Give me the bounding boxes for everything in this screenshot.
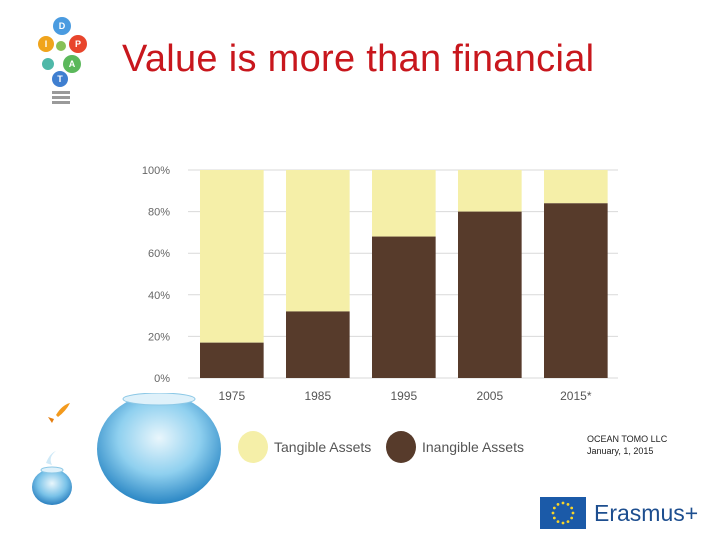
eu-star-icon bbox=[556, 502, 560, 506]
eu-star-icon bbox=[561, 521, 565, 525]
logo-letter-p: P bbox=[75, 39, 81, 49]
eu-star-icon bbox=[571, 511, 575, 515]
y-tick-label: 0% bbox=[154, 373, 170, 385]
slide-title: Value is more than financial bbox=[122, 38, 595, 80]
bar-tangible bbox=[458, 170, 522, 212]
logo-gear-d bbox=[53, 17, 71, 35]
logo-gear-t bbox=[52, 71, 68, 87]
bar-intangible bbox=[458, 211, 522, 378]
legend-swatch-intangible bbox=[386, 431, 416, 463]
erasmus-badge: Erasmus+ bbox=[540, 495, 698, 531]
small-bowl-rim bbox=[40, 466, 64, 474]
fishbowl-illustration bbox=[32, 393, 221, 505]
eu-star-icon bbox=[556, 520, 560, 524]
y-tick-label: 80% bbox=[148, 207, 170, 219]
y-tick-label: 40% bbox=[148, 290, 170, 302]
bar-tangible bbox=[372, 170, 436, 237]
legend-item-tangible: Tangible Assets bbox=[238, 430, 371, 464]
x-tick-label: 1995 bbox=[390, 389, 417, 403]
eu-star-icon bbox=[561, 501, 565, 505]
bar-intangible bbox=[200, 342, 264, 378]
bar-tangible bbox=[544, 170, 608, 204]
eu-star-icon bbox=[566, 502, 570, 506]
logo-letter-i: I bbox=[45, 39, 48, 49]
eu-star-icon bbox=[551, 511, 555, 515]
legend-label-intangible: Inangible Assets bbox=[422, 439, 524, 455]
erasmus-label: Erasmus+ bbox=[594, 499, 699, 526]
bar-intangible bbox=[286, 311, 350, 378]
source-company: OCEAN TOMO LLC bbox=[587, 434, 668, 444]
eu-star-icon bbox=[570, 516, 574, 520]
logo-gear-i bbox=[38, 36, 54, 52]
eu-flag-icon bbox=[540, 497, 586, 529]
source-note: OCEAN TOMO LLC January, 1, 2015 bbox=[587, 433, 667, 457]
source-date: January, 1, 2015 bbox=[587, 446, 654, 456]
legend-label-tangible: Tangible Assets bbox=[274, 439, 372, 455]
large-bowl bbox=[97, 394, 221, 504]
y-tick-label: 60% bbox=[148, 248, 170, 260]
logo-gear-small bbox=[56, 41, 66, 51]
x-tick-label: 2015* bbox=[560, 389, 592, 403]
small-bowl bbox=[32, 469, 72, 505]
logo-bulb-base-1 bbox=[52, 91, 70, 94]
logo-bulb-base-2 bbox=[52, 96, 70, 99]
x-tick-label: 1975 bbox=[218, 389, 245, 403]
eu-star-icon bbox=[552, 506, 556, 510]
logo-gear-p bbox=[69, 35, 87, 53]
legend-item-intangible: Inangible Assets bbox=[386, 430, 524, 464]
legend-swatch-tangible bbox=[238, 431, 268, 463]
x-tick-label: 1985 bbox=[304, 389, 331, 403]
eu-star-icon bbox=[566, 520, 570, 524]
logo-letter-a: A bbox=[69, 59, 76, 69]
logo-gear-teal bbox=[42, 58, 54, 70]
bar-intangible bbox=[544, 203, 608, 378]
bar-intangible bbox=[372, 236, 436, 378]
bar-tangible bbox=[200, 170, 264, 343]
logo-gear-a bbox=[63, 55, 81, 73]
water-splash bbox=[46, 451, 56, 465]
eu-star-icon bbox=[552, 516, 556, 520]
logo-letter-d: D bbox=[59, 21, 66, 31]
x-tick-label: 2005 bbox=[476, 389, 503, 403]
bar-tangible bbox=[286, 170, 350, 312]
goldfish-tail bbox=[48, 417, 54, 423]
eu-star-icon bbox=[570, 506, 574, 510]
large-bowl-rim bbox=[122, 393, 196, 406]
logo-bulb-base-3 bbox=[52, 101, 70, 104]
y-tick-label: 100% bbox=[142, 165, 170, 177]
project-logo: D I P A T bbox=[38, 17, 87, 104]
goldfish bbox=[56, 403, 70, 417]
stacked-bar-chart: 0% 20% 40% 60% 80% 100% 1975 1985 1995 2005 2015* bbox=[142, 165, 618, 403]
y-tick-label: 20% bbox=[148, 331, 170, 343]
logo-letter-t: T bbox=[57, 74, 63, 84]
